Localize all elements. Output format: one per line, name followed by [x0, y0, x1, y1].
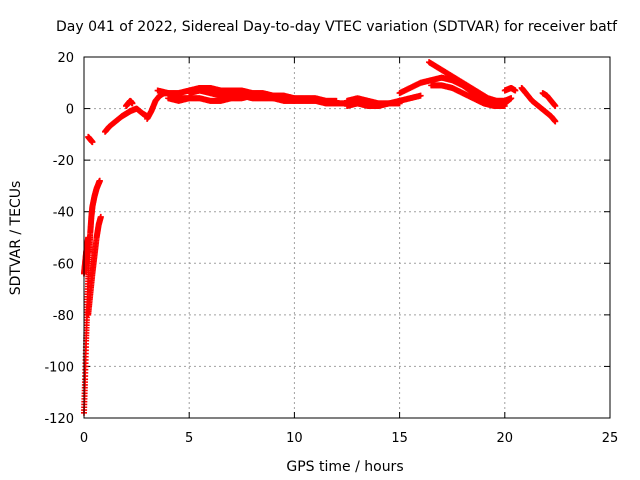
data-point-marker: [512, 87, 519, 94]
data-point-marker: [417, 92, 424, 99]
x-tick-label: 10: [286, 431, 303, 446]
series-track-steep_rise_c: [85, 213, 104, 318]
data-marks: [81, 59, 559, 416]
data-point-marker: [85, 234, 92, 241]
y-tick-label: 0: [66, 103, 74, 118]
series-track-main_mid: [186, 87, 298, 104]
data-point-marker: [396, 100, 403, 107]
y-tick-label: -120: [44, 412, 74, 427]
series-track-early_mid: [102, 105, 151, 135]
y-tick-label: -60: [53, 257, 74, 272]
grid-lines: [84, 57, 610, 418]
axis-ticks: 0 5 10 15 20 25 20 0 -20 -40 -60 -80 -100 -120: [44, 51, 618, 446]
series-track-hump_lower: [396, 74, 515, 107]
series-track-early_arc: [85, 133, 96, 146]
x-tick-label: 25: [602, 431, 619, 446]
y-tick-label: -80: [53, 309, 74, 324]
data-point-marker: [501, 102, 508, 109]
series-track-plateau_13_15_b: [344, 100, 403, 109]
chart-title: Day 041 of 2022, Sidereal Day-to-day VTE…: [56, 19, 618, 35]
series-track-bump_2: [123, 97, 136, 109]
series-track-late_seg_a: [501, 84, 519, 94]
y-tick-label: -100: [44, 360, 74, 375]
x-tick-label: 20: [497, 431, 514, 446]
x-axis-label: GPS time / hours: [286, 459, 403, 475]
data-point-marker: [97, 213, 104, 220]
x-tick-label: 15: [391, 431, 408, 446]
plot-frame: [83, 56, 611, 419]
series-track-late_seg_b: [518, 84, 559, 125]
data-point-marker: [96, 177, 103, 184]
data-point-marker: [291, 97, 298, 104]
data-point-marker: [508, 95, 515, 102]
data-point-marker: [89, 139, 96, 146]
y-tick-label: -40: [53, 206, 74, 221]
x-tick-label: 0: [80, 431, 88, 446]
data-point-marker: [552, 118, 559, 125]
y-tick-label: 20: [57, 51, 74, 66]
y-axis-label: SDTVAR / TECUs: [8, 181, 24, 296]
series-track-late_seg_c: [539, 90, 559, 109]
data-point-marker: [129, 100, 136, 107]
x-tick-label: 5: [185, 431, 193, 446]
data-point-marker: [552, 102, 559, 109]
y-tick-label: -20: [53, 154, 74, 169]
series-track-hump_bottom: [428, 82, 508, 109]
